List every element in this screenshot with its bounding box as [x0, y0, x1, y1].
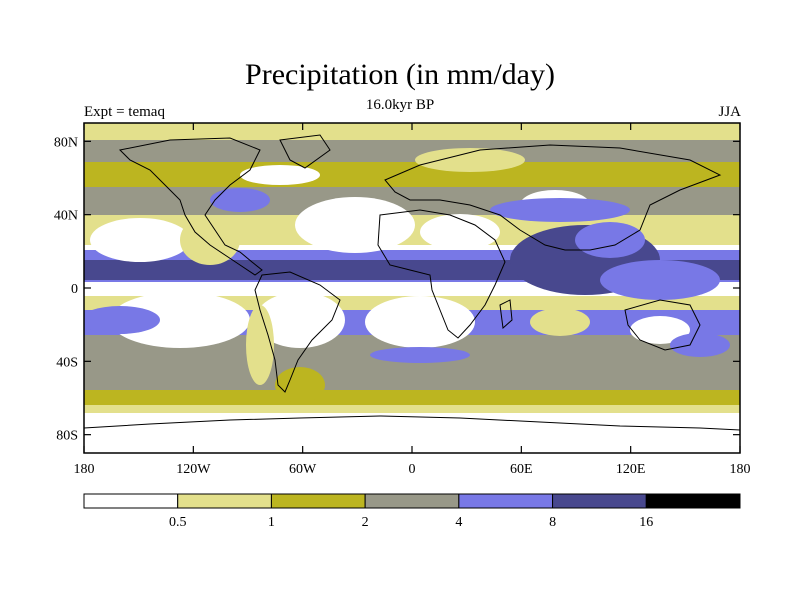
lon-tick-label: 180 [74, 462, 95, 477]
colorbar-bin [270, 493, 366, 509]
band-arctic-gray [84, 140, 740, 162]
blob [210, 188, 270, 212]
coastlines [84, 134, 740, 431]
colorbar-label: 0.5 [169, 515, 187, 530]
coast-australia [624, 299, 701, 351]
page-title: Precipitation (in mm/day) [245, 58, 555, 91]
colorbar-label: 1 [268, 515, 275, 530]
coast-greenland [279, 134, 331, 169]
lat-tick-label: 80N [54, 135, 78, 150]
lat-tick-label: 0 [71, 282, 78, 297]
coast-north-america [118, 137, 263, 276]
blob [84, 306, 160, 334]
blob [530, 308, 590, 336]
blob [415, 148, 525, 172]
coast-south-america [254, 271, 341, 393]
colorbar-label: 8 [549, 515, 556, 530]
time-label: 16.0kyr BP [365, 97, 435, 113]
colorbar-bin [552, 493, 647, 509]
colorbar-bin [177, 493, 272, 509]
precipitation-field [84, 123, 740, 453]
colorbar-bin [83, 493, 179, 509]
blob [670, 333, 730, 357]
blob [370, 347, 470, 363]
colorbar-label: 2 [362, 515, 369, 530]
lat-axis: 80N 40N 0 40S 80S [54, 135, 740, 444]
blob [630, 316, 690, 344]
blob [420, 214, 500, 250]
lat-tick-label: 80S [56, 429, 78, 444]
colorbar-label: 16 [639, 515, 653, 530]
blob [255, 292, 345, 348]
colorbar-label: 4 [455, 515, 462, 530]
band-nh-mid [84, 162, 740, 187]
blob [490, 198, 630, 222]
lon-tick-label: 0 [409, 462, 416, 477]
coast-africa [377, 209, 506, 339]
blob [575, 222, 645, 258]
band-nh-sub [84, 187, 740, 217]
season-label: JJA [718, 104, 741, 120]
band-sh-pale [84, 405, 740, 415]
blob [110, 292, 250, 348]
coast-madagascar [499, 299, 513, 330]
lon-tick-label: 180 [730, 462, 751, 477]
blob [246, 305, 274, 385]
lon-tick-label: 60E [510, 462, 533, 477]
colorbar-bin [458, 493, 554, 509]
experiment-label: Expt = temaq [84, 104, 165, 120]
colorbar-bin [364, 493, 460, 509]
blob [365, 296, 475, 348]
blob [90, 218, 190, 262]
coast-antarctica [84, 415, 740, 431]
blob [295, 197, 415, 253]
coast-eurasia [384, 144, 722, 251]
colorbar: 0.5 1 2 4 8 16 [83, 493, 741, 530]
lat-tick-label: 40S [56, 355, 78, 370]
lon-tick-label: 120E [616, 462, 646, 477]
lon-tick-label: 120W [176, 462, 211, 477]
lon-tick-label: 60W [289, 462, 317, 477]
blob [240, 165, 320, 185]
lat-tick-label: 40N [54, 209, 78, 224]
blob [180, 215, 240, 265]
blob [600, 260, 720, 300]
colorbar-bin [645, 493, 741, 509]
lon-axis: 180 120W 60W 0 60E 120E 180 [74, 123, 751, 477]
blob [275, 367, 325, 403]
